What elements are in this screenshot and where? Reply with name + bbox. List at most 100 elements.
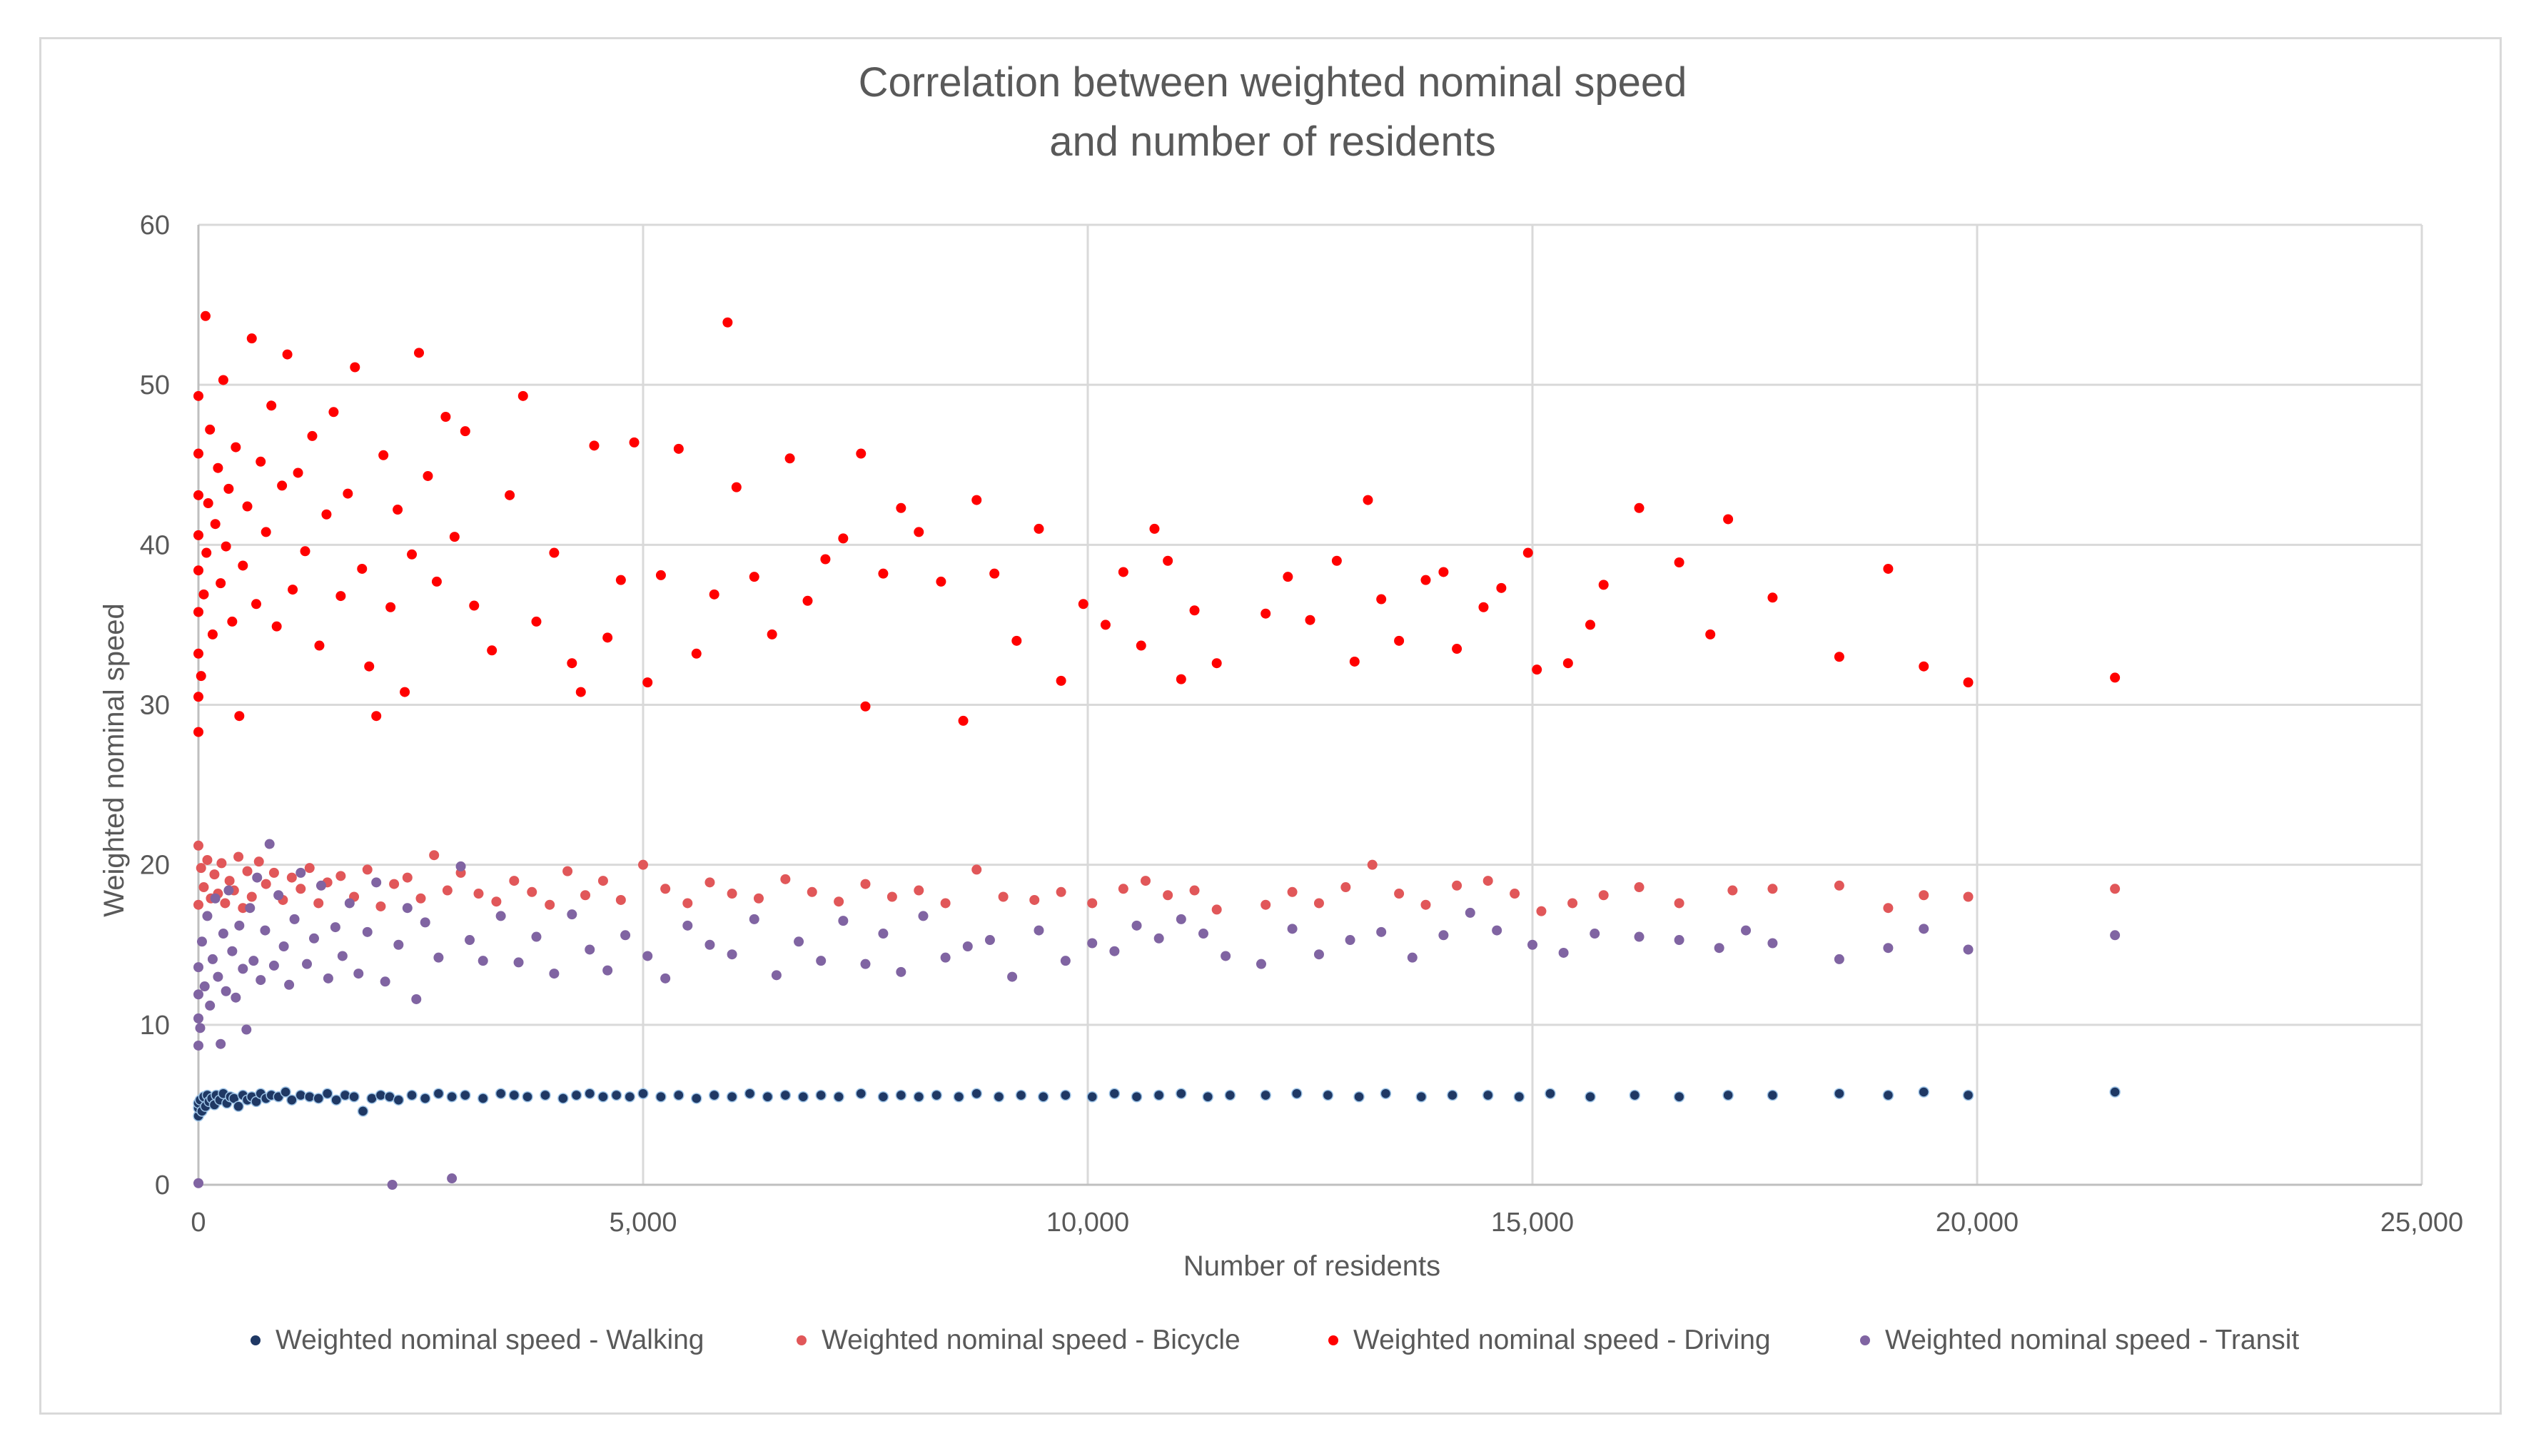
point-transit [642, 951, 653, 961]
point-transit [549, 969, 560, 979]
point-driving [193, 692, 203, 702]
point-driving [350, 362, 360, 373]
point-driving [414, 348, 425, 358]
point-driving [198, 589, 209, 600]
y-tick-label: 30 [140, 691, 170, 721]
point-bicycle [389, 879, 400, 889]
point-walking [1513, 1091, 1525, 1103]
point-driving [575, 687, 586, 697]
point-walking [570, 1089, 582, 1101]
point-bicycle [261, 879, 271, 889]
point-driving [335, 591, 346, 602]
point-bicycle [202, 854, 213, 865]
point-walking [339, 1089, 351, 1101]
point-driving [1363, 495, 1373, 505]
point-transit [380, 976, 390, 987]
point-transit [411, 994, 422, 1004]
point-driving [1834, 652, 1844, 662]
point-driving [629, 437, 640, 448]
point-driving [300, 546, 310, 557]
point-walking [913, 1091, 925, 1103]
point-bicycle [209, 869, 220, 880]
point-bicycle [1087, 898, 1098, 909]
point-driving [602, 632, 613, 643]
point-transit [1741, 925, 1752, 936]
point-transit [838, 916, 849, 926]
point-transit [205, 1000, 216, 1011]
point-transit [1558, 947, 1569, 958]
y-tick-label: 50 [140, 370, 170, 400]
point-bicycle [615, 894, 626, 905]
point-driving [731, 482, 742, 492]
point-driving [1420, 575, 1431, 585]
point-transit [202, 911, 213, 921]
point-driving [314, 640, 325, 651]
point-bicycle [196, 863, 206, 874]
point-driving [196, 671, 206, 682]
point-walking [744, 1088, 756, 1099]
point-walking [446, 1091, 458, 1103]
point-driving [1438, 567, 1449, 577]
point-driving [431, 576, 442, 587]
point-bicycle [198, 882, 209, 893]
point-walking [295, 1089, 307, 1101]
point-transit [1176, 914, 1186, 924]
point-bicycle [638, 859, 648, 870]
point-transit [1438, 930, 1449, 941]
point-driving [440, 412, 451, 422]
point-transit [455, 861, 466, 871]
y-tick-label: 60 [140, 211, 170, 241]
point-transit [315, 880, 326, 891]
point-transit [2110, 930, 2121, 941]
point-walking [348, 1091, 360, 1103]
point-walking [1291, 1088, 1303, 1099]
point-transit [620, 930, 631, 941]
point-bicycle [1287, 886, 1298, 897]
point-bicycle [1261, 899, 1271, 910]
point-driving [266, 400, 277, 411]
point-walking [597, 1091, 609, 1103]
point-driving [1634, 502, 1645, 513]
point-driving [201, 547, 212, 558]
point-driving [505, 490, 515, 500]
point-walking [2109, 1086, 2121, 1098]
point-bicycle [660, 884, 671, 894]
legend-label: Weighted nominal speed - Transit [1885, 1325, 2299, 1355]
point-driving [242, 501, 253, 512]
point-walking [313, 1093, 324, 1104]
point-transit [337, 951, 348, 961]
point-transit [1034, 925, 1044, 936]
point-transit [433, 952, 444, 963]
x-axis-title: Number of residents [1183, 1250, 1440, 1282]
legend-marker [797, 1335, 807, 1345]
point-transit [221, 986, 231, 996]
chart-frame: Correlation between weighted nominal spe… [39, 37, 2502, 1415]
point-walking [1086, 1091, 1098, 1103]
point-bicycle [268, 867, 279, 878]
point-driving [210, 519, 221, 530]
legend-marker [251, 1335, 261, 1345]
point-bicycle [233, 851, 244, 862]
point-bicycle [415, 893, 426, 904]
point-transit [289, 914, 300, 924]
point-driving [271, 621, 282, 632]
point-bicycle [1118, 884, 1128, 894]
point-bicycle [491, 896, 502, 907]
point-walking [557, 1093, 569, 1104]
point-driving [642, 677, 653, 688]
point-bicycle [1834, 880, 1844, 891]
point-bicycle [1211, 904, 1222, 915]
point-driving [691, 648, 702, 659]
point-transit [387, 1180, 398, 1190]
point-bicycle [1482, 876, 1493, 886]
series-walking [193, 1086, 2121, 1122]
point-walking [508, 1089, 520, 1101]
point-transit [238, 964, 248, 974]
point-transit [196, 936, 207, 947]
point-driving [589, 440, 600, 451]
point-driving [223, 483, 234, 494]
point-driving [423, 470, 433, 481]
point-transit [771, 970, 782, 981]
point-walking [1353, 1091, 1365, 1103]
point-walking [691, 1093, 702, 1104]
